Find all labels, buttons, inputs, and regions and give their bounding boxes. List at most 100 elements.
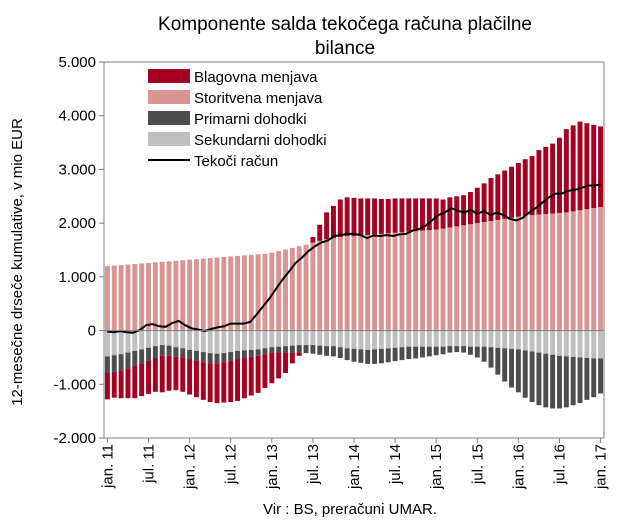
legend-swatch-blagovna-menjava [148, 69, 190, 83]
bar-blagovna-menjava [502, 170, 508, 219]
bar-sekundarni-dohodki [276, 330, 282, 347]
legend: Blagovna menjava Storitvena menjava Primar… [148, 69, 327, 170]
bar-blagovna-menjava [522, 159, 528, 216]
bar-primarni-dohodki [515, 349, 521, 393]
bar-primarni-dohodki [132, 350, 138, 367]
bar-sekundarni-dohodki [125, 330, 131, 353]
bar-sekundarni-dohodki [385, 330, 391, 349]
bar-blagovna-menjava [310, 237, 316, 243]
bar-sekundarni-dohodki [502, 330, 508, 349]
bar-storitvena-menjava [536, 214, 542, 331]
bar-blagovna-menjava [248, 356, 254, 396]
bar-storitvena-menjava [283, 249, 288, 331]
bar-blagovna-menjava [283, 352, 288, 374]
bar-storitvena-menjava [303, 244, 309, 331]
bar-blagovna-menjava [255, 355, 261, 393]
bar-blagovna-menjava [159, 355, 165, 393]
bar-primarni-dohodki [228, 352, 234, 361]
bar-storitvena-menjava [591, 208, 597, 331]
bar-sekundarni-dohodki [152, 330, 158, 347]
bar-blagovna-menjava [474, 187, 480, 224]
y-axis-label: 12-mesečne drseče kumulative, v mio EUR [9, 118, 26, 406]
bar-primarni-dohodki [207, 353, 213, 364]
bar-primarni-dohodki [433, 346, 439, 356]
bar-blagovna-menjava [132, 366, 138, 399]
bar-blagovna-menjava [509, 166, 514, 218]
bar-blagovna-menjava [276, 352, 282, 379]
bar-sekundarni-dohodki [344, 330, 350, 349]
bar-blagovna-menjava [426, 198, 432, 231]
bar-blagovna-menjava [235, 359, 241, 401]
bar-sekundarni-dohodki [173, 330, 179, 348]
bar-blagovna-menjava [420, 198, 425, 231]
legend-swatch-primarni-dohodki [148, 111, 190, 125]
bar-sekundarni-dohodki [406, 330, 412, 347]
x-tick-label: jul. 12 [223, 444, 240, 485]
bar-blagovna-menjava [152, 357, 158, 392]
bar-blagovna-menjava [104, 372, 110, 400]
bar-blagovna-menjava [481, 183, 487, 223]
bar-storitvena-menjava [276, 251, 282, 331]
bar-storitvena-menjava [125, 264, 131, 331]
bar-blagovna-menjava [118, 370, 124, 399]
bar-primarni-dohodki [317, 345, 323, 355]
bar-storitvena-menjava [337, 237, 343, 331]
bar-blagovna-menjava [296, 352, 302, 356]
bar-blagovna-menjava [598, 126, 604, 208]
bar-sekundarni-dohodki [303, 330, 309, 346]
bar-primarni-dohodki [276, 346, 282, 353]
bar-sekundarni-dohodki [159, 330, 165, 346]
bar-blagovna-menjava [194, 360, 199, 398]
bar-storitvena-menjava [392, 232, 398, 331]
x-tick-label: jan. 11 [99, 444, 116, 489]
bar-sekundarni-dohodki [372, 330, 378, 350]
bar-storitvena-menjava [557, 212, 562, 331]
bar-storitvena-menjava [488, 220, 494, 331]
y-tick-label: 5.000 [58, 54, 96, 71]
bar-sekundarni-dohodki [392, 330, 398, 348]
bar-primarni-dohodki [152, 346, 158, 358]
bar-sekundarni-dohodki [104, 330, 110, 357]
bar-storitvena-menjava [248, 254, 254, 331]
legend-swatch-storitvena-menjava [148, 90, 190, 104]
bar-sekundarni-dohodki [467, 330, 473, 347]
bar-sekundarni-dohodki [132, 330, 138, 351]
bar-primarni-dohodki [399, 347, 405, 361]
bar-primarni-dohodki [550, 354, 556, 409]
bar-primarni-dohodki [406, 346, 412, 360]
bar-sekundarni-dohodki [365, 330, 371, 350]
bar-primarni-dohodki [536, 352, 542, 406]
source-note: Vir : BS, preračuni UMAR. [263, 501, 437, 518]
bar-primarni-dohodki [166, 345, 172, 356]
bar-primarni-dohodki [303, 345, 309, 354]
axes-layer: 5.0004.0003.0002.0001.0000-1.000-2.000ja… [53, 54, 609, 490]
bar-sekundarni-dohodki [481, 330, 487, 347]
bar-storitvena-menjava [139, 263, 145, 331]
bar-blagovna-menjava [467, 191, 473, 225]
line-tekoci-racun [107, 183, 601, 334]
bars-layer [104, 121, 604, 409]
legend-label-sekundarni-dohodki: Sekundarni dohodki [194, 132, 327, 149]
bar-primarni-dohodki [502, 348, 508, 382]
bar-storitvena-menjava [406, 231, 412, 331]
bar-primarni-dohodki [495, 347, 501, 375]
bar-storitvena-menjava [166, 261, 172, 331]
bar-primarni-dohodki [180, 348, 186, 358]
bar-storitvena-menjava [372, 234, 378, 331]
bar-primarni-dohodki [440, 346, 446, 355]
bar-storitvena-menjava [378, 233, 384, 331]
bar-sekundarni-dohodki [433, 330, 439, 347]
x-tick-label: jan. 15 [428, 444, 445, 490]
bar-storitvena-menjava [104, 266, 110, 331]
bar-sekundarni-dohodki [584, 330, 590, 358]
bar-sekundarni-dohodki [550, 330, 556, 355]
bar-sekundarni-dohodki [474, 330, 480, 347]
x-tick-label: jan. 13 [264, 444, 281, 490]
line-layer [107, 183, 601, 334]
bar-blagovna-menjava [289, 352, 295, 364]
bar-storitvena-menjava [235, 255, 241, 331]
bar-storitvena-menjava [365, 234, 371, 331]
bar-storitvena-menjava [111, 265, 117, 331]
bar-sekundarni-dohodki [426, 330, 432, 347]
